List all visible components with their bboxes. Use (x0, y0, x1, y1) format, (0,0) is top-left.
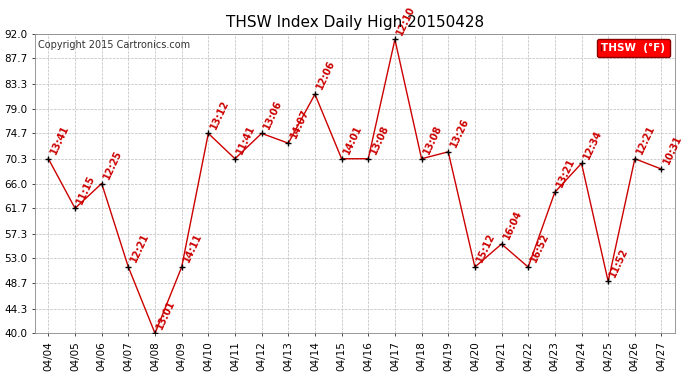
Text: 13:01: 13:01 (155, 298, 177, 330)
Text: 13:06: 13:06 (262, 98, 284, 130)
Text: 11:41: 11:41 (235, 123, 257, 156)
Legend: THSW  (°F): THSW (°F) (598, 39, 669, 57)
Text: Copyright 2015 Cartronics.com: Copyright 2015 Cartronics.com (38, 40, 190, 50)
Text: 13:21: 13:21 (555, 157, 577, 189)
Text: 15:12: 15:12 (475, 232, 497, 264)
Text: 13:41: 13:41 (48, 123, 70, 156)
Text: 11:15: 11:15 (75, 173, 97, 206)
Text: 12:21: 12:21 (128, 232, 150, 264)
Text: 11:52: 11:52 (608, 246, 631, 279)
Text: 16:52: 16:52 (529, 232, 551, 264)
Text: 13:12: 13:12 (208, 98, 230, 130)
Text: 14:07: 14:07 (288, 108, 311, 140)
Text: 13:08: 13:08 (422, 123, 444, 156)
Title: THSW Index Daily High 20150428: THSW Index Daily High 20150428 (226, 15, 484, 30)
Text: 12:34: 12:34 (582, 128, 604, 160)
Text: 12:10: 12:10 (395, 4, 417, 37)
Text: 14:11: 14:11 (181, 232, 204, 264)
Text: 12:25: 12:25 (101, 148, 124, 181)
Text: 12:06: 12:06 (315, 59, 337, 92)
Text: 16:04: 16:04 (502, 209, 524, 241)
Text: 10:31: 10:31 (662, 134, 684, 166)
Text: 12:21: 12:21 (635, 123, 657, 156)
Text: 13:08: 13:08 (368, 123, 391, 156)
Text: 14:01: 14:01 (342, 123, 364, 156)
Text: 13:26: 13:26 (448, 117, 471, 149)
